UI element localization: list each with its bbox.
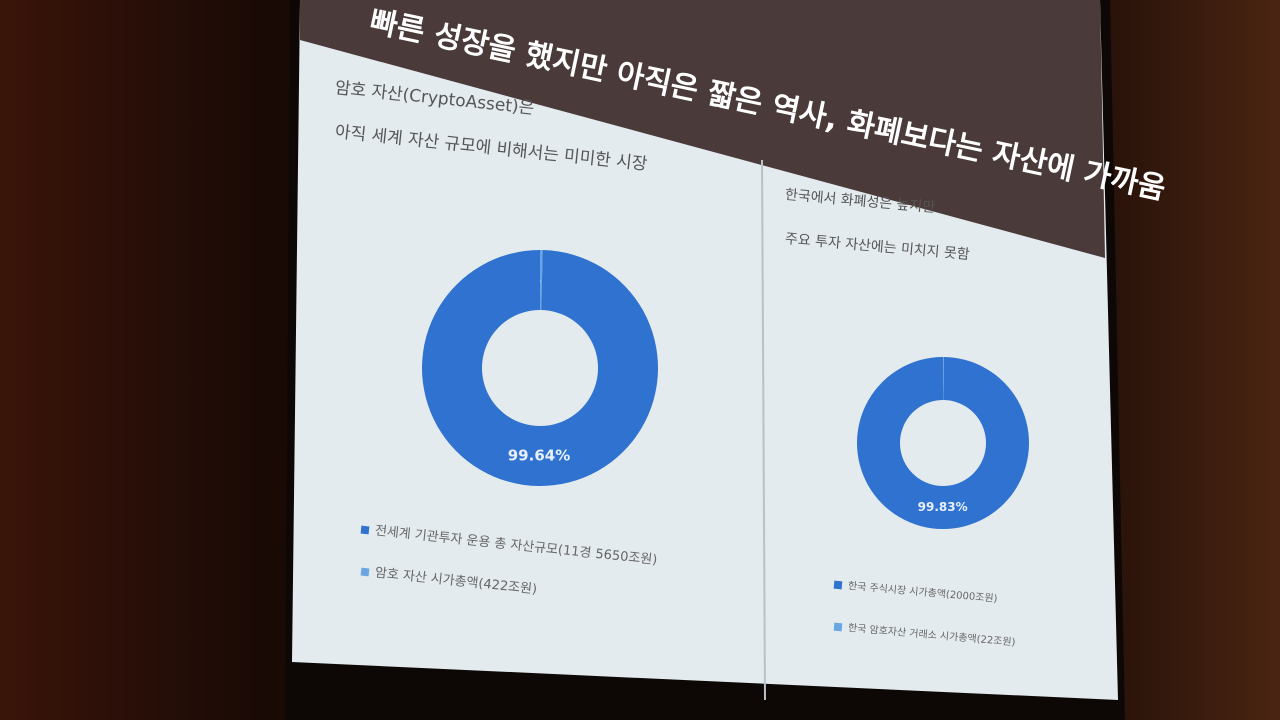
legend-swatch (833, 580, 843, 590)
donut-slice (540, 250, 543, 311)
legend-swatch (360, 525, 370, 535)
donut-slice (856, 357, 1029, 529)
legend-swatch (833, 622, 843, 632)
legend-swatch (360, 567, 370, 577)
donut-slice (943, 357, 944, 401)
donut-slice (421, 250, 658, 486)
value-label: 99.83% (918, 500, 968, 514)
slide-header (300, 0, 1105, 258)
value-label: 99.64% (508, 446, 570, 464)
divider (761, 159, 766, 701)
